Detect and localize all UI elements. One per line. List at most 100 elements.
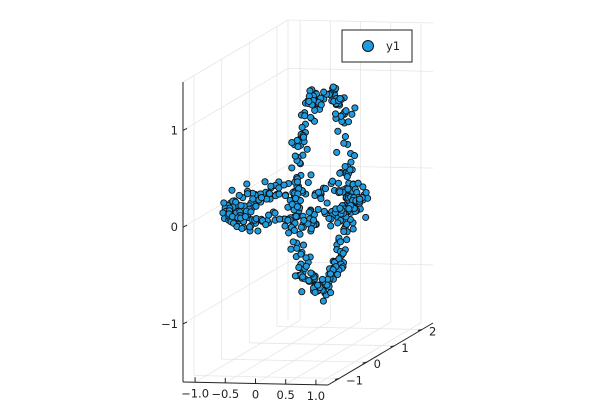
data-point bbox=[220, 199, 228, 207]
data-point bbox=[318, 275, 326, 283]
data-point bbox=[336, 188, 344, 196]
data-point bbox=[296, 230, 304, 238]
data-point bbox=[281, 222, 289, 230]
z-tick-0 bbox=[182, 321, 188, 325]
x-tick-label: 0 bbox=[252, 388, 259, 400]
y-tick-label: 2 bbox=[429, 325, 436, 339]
grid-lines bbox=[182, 19, 434, 386]
data-point bbox=[305, 97, 313, 105]
x-tick-label: −0.5 bbox=[211, 387, 239, 400]
data-point bbox=[291, 272, 299, 280]
data-point bbox=[298, 288, 306, 296]
data-point bbox=[290, 226, 298, 234]
data-point bbox=[327, 222, 335, 230]
z-tick-label: 1 bbox=[171, 123, 178, 137]
data-point bbox=[310, 216, 318, 224]
y-tick-label: −1 bbox=[346, 373, 363, 387]
grid-line-y-floor-3 bbox=[276, 326, 422, 330]
data-point bbox=[297, 250, 305, 258]
y-tick-2 bbox=[390, 345, 395, 348]
z-tick-2 bbox=[182, 127, 188, 131]
z-tick-1 bbox=[182, 224, 188, 228]
data-point bbox=[287, 245, 295, 253]
data-point bbox=[276, 215, 284, 223]
grid-line-z-back-0 bbox=[182, 261, 289, 325]
data-point bbox=[246, 223, 254, 231]
data-point bbox=[328, 177, 337, 185]
data-point bbox=[343, 220, 351, 228]
data-point bbox=[266, 190, 274, 198]
data-point bbox=[345, 205, 353, 213]
data-point bbox=[304, 178, 312, 187]
data-point bbox=[336, 238, 345, 246]
data-point bbox=[325, 214, 333, 222]
grid-line-y-floor-2 bbox=[249, 342, 395, 347]
data-point bbox=[294, 143, 302, 151]
data-point bbox=[271, 209, 279, 217]
data-point bbox=[293, 178, 302, 186]
z-tick-label: −1 bbox=[161, 317, 178, 331]
data-point bbox=[326, 270, 335, 278]
y-tick-3 bbox=[417, 329, 423, 332]
data-point bbox=[262, 221, 270, 229]
legend-box bbox=[341, 29, 413, 63]
data-point bbox=[342, 107, 350, 115]
data-point bbox=[288, 138, 296, 147]
data-point bbox=[343, 236, 351, 244]
data-point bbox=[300, 133, 308, 141]
data-point bbox=[281, 192, 289, 200]
data-point bbox=[267, 182, 275, 190]
data-point bbox=[241, 213, 249, 221]
data-point bbox=[340, 139, 348, 147]
data-point bbox=[336, 169, 344, 177]
data-point bbox=[307, 171, 315, 179]
data-point bbox=[291, 152, 299, 160]
data-point bbox=[327, 289, 335, 297]
data-point bbox=[257, 194, 266, 202]
data-point bbox=[293, 244, 301, 252]
data-point bbox=[305, 208, 313, 216]
data-point bbox=[331, 110, 340, 118]
grid-line-y-floor-1 bbox=[221, 358, 367, 363]
grid-line-y-floor-0 bbox=[194, 375, 340, 379]
data-point bbox=[334, 270, 342, 279]
grid-line-z-back-1 bbox=[182, 164, 289, 228]
data-point bbox=[235, 191, 243, 199]
data-point bbox=[252, 202, 260, 210]
data-point bbox=[299, 241, 308, 249]
data-point bbox=[299, 273, 307, 281]
data-point bbox=[295, 263, 303, 272]
data-point bbox=[305, 276, 313, 285]
data-point bbox=[350, 152, 359, 160]
data-point bbox=[237, 201, 245, 210]
data-point bbox=[284, 216, 292, 224]
box-edge-top-side bbox=[287, 19, 434, 24]
data-point bbox=[292, 194, 300, 202]
data-point bbox=[349, 225, 357, 233]
x-tick-label: −1.0 bbox=[181, 386, 209, 400]
y-tick-label: 0 bbox=[374, 357, 381, 371]
legend: y1 bbox=[341, 29, 413, 63]
data-point bbox=[307, 225, 315, 233]
data-point bbox=[334, 179, 343, 187]
legend-marker bbox=[362, 40, 374, 52]
data-point bbox=[340, 227, 348, 236]
data-point bbox=[336, 204, 344, 212]
y-axis bbox=[327, 322, 434, 386]
data-point bbox=[311, 106, 319, 114]
data-point bbox=[336, 95, 344, 103]
x-tick-label: 0.5 bbox=[277, 388, 295, 400]
data-point bbox=[247, 208, 255, 216]
data-point bbox=[362, 213, 370, 221]
z-tick-label: 0 bbox=[171, 220, 178, 234]
data-point bbox=[292, 212, 300, 220]
data-point bbox=[354, 179, 362, 187]
data-point bbox=[344, 185, 352, 193]
data-point bbox=[334, 127, 342, 135]
box-edge-top-back bbox=[182, 19, 289, 83]
grid-line-z-back-2 bbox=[182, 68, 289, 131]
data-point bbox=[311, 288, 319, 296]
y-tick-1 bbox=[362, 361, 367, 364]
data-point bbox=[275, 190, 283, 198]
data-point bbox=[228, 186, 236, 194]
